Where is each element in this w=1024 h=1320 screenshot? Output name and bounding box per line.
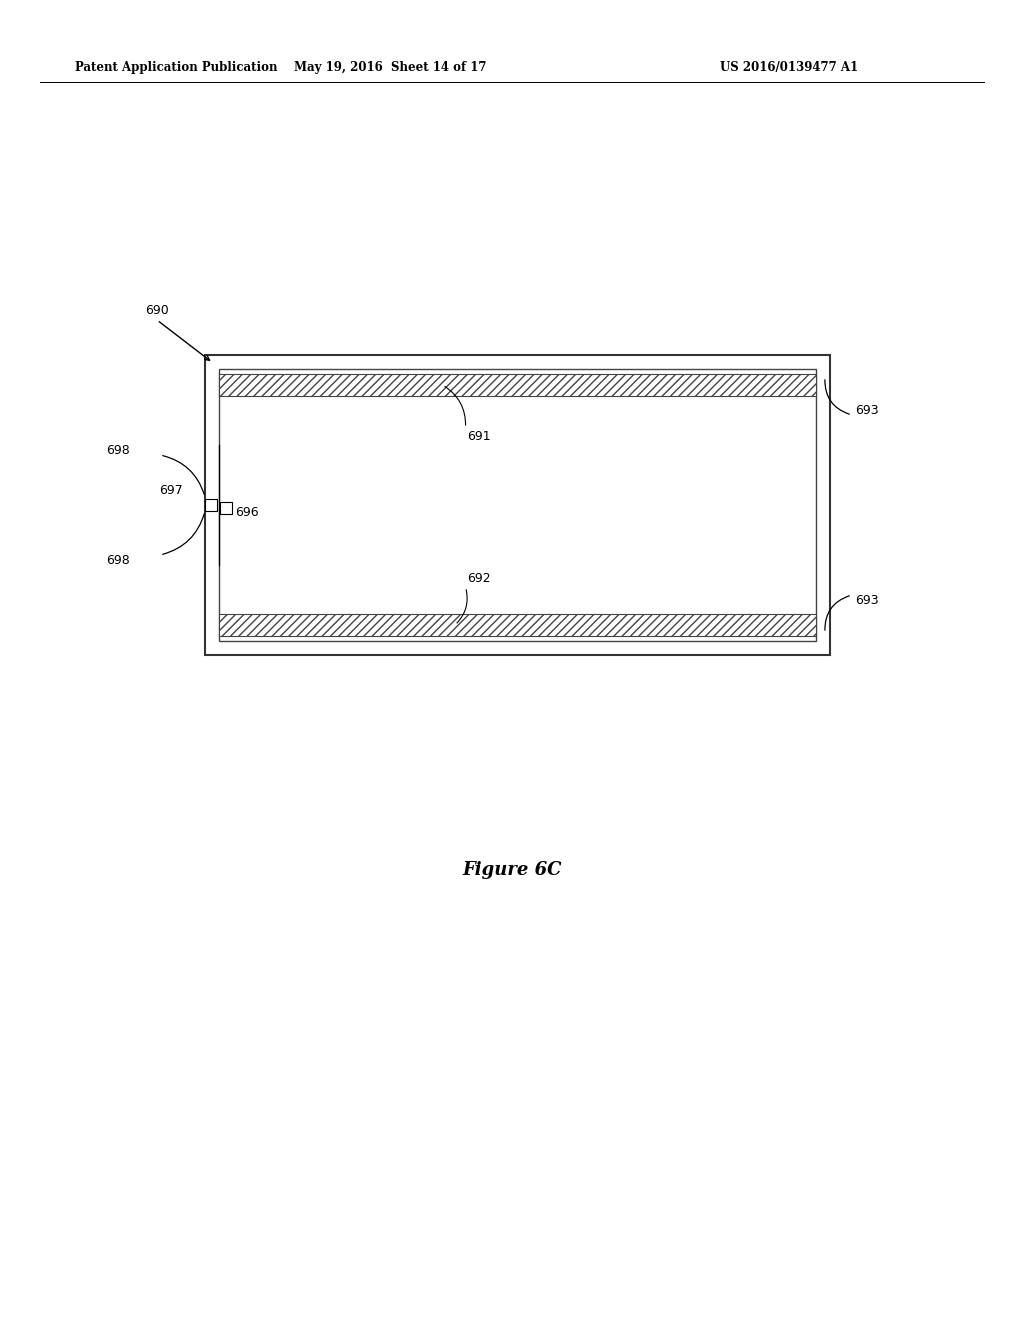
Text: 693: 693 [855,594,879,606]
Text: 698: 698 [106,444,130,457]
Text: May 19, 2016  Sheet 14 of 17: May 19, 2016 Sheet 14 of 17 [294,62,486,74]
Text: 690: 690 [145,304,169,317]
Text: US 2016/0139477 A1: US 2016/0139477 A1 [720,62,858,74]
Text: 693: 693 [855,404,879,417]
Text: 691: 691 [468,429,492,442]
Bar [220,502,232,513]
Text: 698: 698 [106,553,130,566]
Text: 697: 697 [160,484,183,498]
Bar [219,614,816,636]
Text: Patent Application Publication: Patent Application Publication [75,62,278,74]
Bar [219,370,816,642]
Bar [205,355,830,655]
Bar [219,374,816,396]
Bar [205,499,217,511]
Text: Figure 6C: Figure 6C [462,861,562,879]
Text: 692: 692 [468,573,492,586]
Text: 696: 696 [234,507,259,520]
